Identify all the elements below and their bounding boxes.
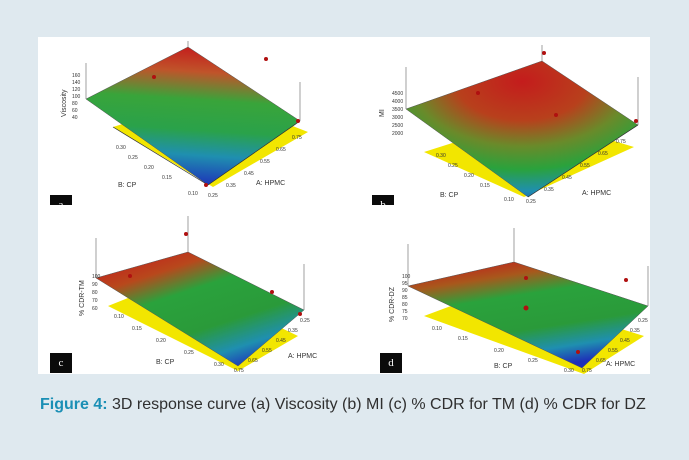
ytick: 0.25: [448, 163, 458, 169]
ztick: 75: [402, 309, 408, 315]
ztick: 3000: [392, 115, 403, 121]
ztick: 70: [402, 316, 408, 322]
ytick: 0.15: [132, 326, 142, 332]
plot-d: % CDR-DZ 100 95 90 85 80 75 70 0.10 0.15…: [344, 206, 650, 374]
ytick: 0.10: [188, 191, 198, 197]
xtick: 0.65: [276, 147, 286, 153]
ztick: 2000: [392, 131, 403, 137]
xtick: 0.75: [234, 368, 244, 374]
xtick: 0.75: [616, 139, 626, 145]
ytick: 0.20: [144, 165, 154, 171]
surface-plot-a: Viscosity 160 140 120 100 80 60 40 0.30 …: [61, 41, 308, 199]
ztick: 90: [92, 282, 98, 288]
xtick: 0.55: [608, 348, 618, 354]
zlabel-a: Viscosity: [61, 89, 68, 117]
xtick: 0.25: [526, 199, 536, 205]
surface-b: [405, 60, 639, 198]
ztick: 80: [402, 302, 408, 308]
panel-badge-c: c: [50, 353, 72, 373]
zlabel-c: % CDR-TM: [79, 280, 86, 316]
xtick: 0.45: [620, 338, 630, 344]
ytick: 0.30: [436, 153, 446, 159]
figure-caption: Figure 4: 3D response curve (a) Viscosit…: [40, 393, 660, 417]
ytick: 0.15: [162, 175, 172, 181]
panel-badge-b: b: [372, 195, 394, 205]
xlabel-d: A: HPMC: [606, 361, 635, 368]
xtick: 0.75: [582, 368, 592, 374]
ztick: 120: [72, 87, 81, 93]
plot-a: Viscosity 160 140 120 100 80 60 40 0.30 …: [38, 37, 344, 205]
ylabel-d: B: CP: [494, 363, 513, 370]
xtick: 0.35: [226, 183, 236, 189]
xtick: 0.65: [596, 358, 606, 364]
xlabel-a: A: HPMC: [256, 180, 285, 187]
ytick: 0.20: [494, 348, 504, 354]
panel-badge-a: a: [50, 195, 72, 205]
ztick: 100: [402, 274, 411, 280]
ztick: 80: [72, 101, 78, 107]
ytick: 0.20: [464, 173, 474, 179]
ztick: 140: [72, 80, 81, 86]
ytick: 0.10: [114, 314, 124, 320]
figure-image: Viscosity 160 140 120 100 80 60 40 0.30 …: [38, 37, 650, 374]
ztick: 100: [92, 274, 101, 280]
xtick: 0.55: [262, 348, 272, 354]
ztick: 80: [92, 290, 98, 296]
ylabel-c: B: CP: [156, 359, 175, 366]
zlabel-b: MI: [379, 109, 386, 117]
ztick: 60: [72, 108, 78, 114]
xtick: 0.35: [544, 187, 554, 193]
ytick: 0.25: [184, 350, 194, 356]
xtick: 0.55: [260, 159, 270, 165]
ztick: 40: [72, 115, 78, 121]
xtick: 0.35: [630, 328, 640, 334]
ytick: 0.30: [564, 368, 574, 374]
ztick: 90: [402, 288, 408, 294]
ztick: 85: [402, 295, 408, 301]
ylabel-b: B: CP: [440, 192, 459, 199]
plot-c: % CDR-TM 100 90 80 70 60 0.10 0.15 0.20 …: [38, 206, 344, 374]
xlabel-c: A: HPMC: [288, 353, 317, 360]
xtick: 0.55: [580, 163, 590, 169]
ylabel-a: B: CP: [118, 182, 137, 189]
caption-text: 3D response curve (a) Viscosity (b) MI (…: [107, 396, 646, 413]
plot-b: MI 4500 4000 3500 3000 2500 2000 0.30 0.…: [344, 37, 650, 205]
xtick: 0.45: [244, 171, 254, 177]
xtick: 0.25: [300, 318, 310, 324]
panel-badge-d: d: [380, 353, 402, 373]
surface-plot-b: MI 4500 4000 3500 3000 2500 2000 0.30 0.…: [379, 45, 639, 205]
xtick: 0.65: [598, 151, 608, 157]
ytick: 0.10: [504, 197, 514, 203]
figure-label: Figure 4:: [40, 396, 108, 413]
ztick: 4500: [392, 91, 403, 97]
surface-plot-d: % CDR-DZ 100 95 90 85 80 75 70 0.10 0.15…: [389, 228, 649, 374]
xtick: 0.25: [208, 193, 218, 199]
surface-plot-c: % CDR-TM 100 90 80 70 60 0.10 0.15 0.20 …: [79, 216, 317, 374]
xtick: 0.75: [292, 135, 302, 141]
ytick: 0.30: [214, 362, 224, 368]
ztick: 60: [92, 306, 98, 312]
ytick: 0.15: [458, 336, 468, 342]
ztick: 3500: [392, 107, 403, 113]
xtick: 0.25: [638, 318, 648, 324]
xlabel-b: A: HPMC: [582, 190, 611, 197]
ztick: 70: [92, 298, 98, 304]
ztick: 4000: [392, 99, 403, 105]
ytick: 0.30: [116, 145, 126, 151]
xtick: 0.65: [248, 358, 258, 364]
ytick: 0.20: [156, 338, 166, 344]
ztick: 100: [72, 94, 81, 100]
ztick: 95: [402, 281, 408, 287]
ytick: 0.25: [528, 358, 538, 364]
zlabel-d: % CDR-DZ: [389, 286, 396, 322]
xtick: 0.45: [562, 175, 572, 181]
ytick: 0.25: [128, 155, 138, 161]
ztick: 160: [72, 73, 81, 79]
xtick: 0.45: [276, 338, 286, 344]
ytick: 0.10: [432, 326, 442, 332]
ytick: 0.15: [480, 183, 490, 189]
xtick: 0.35: [288, 328, 298, 334]
ztick: 2500: [392, 123, 403, 129]
